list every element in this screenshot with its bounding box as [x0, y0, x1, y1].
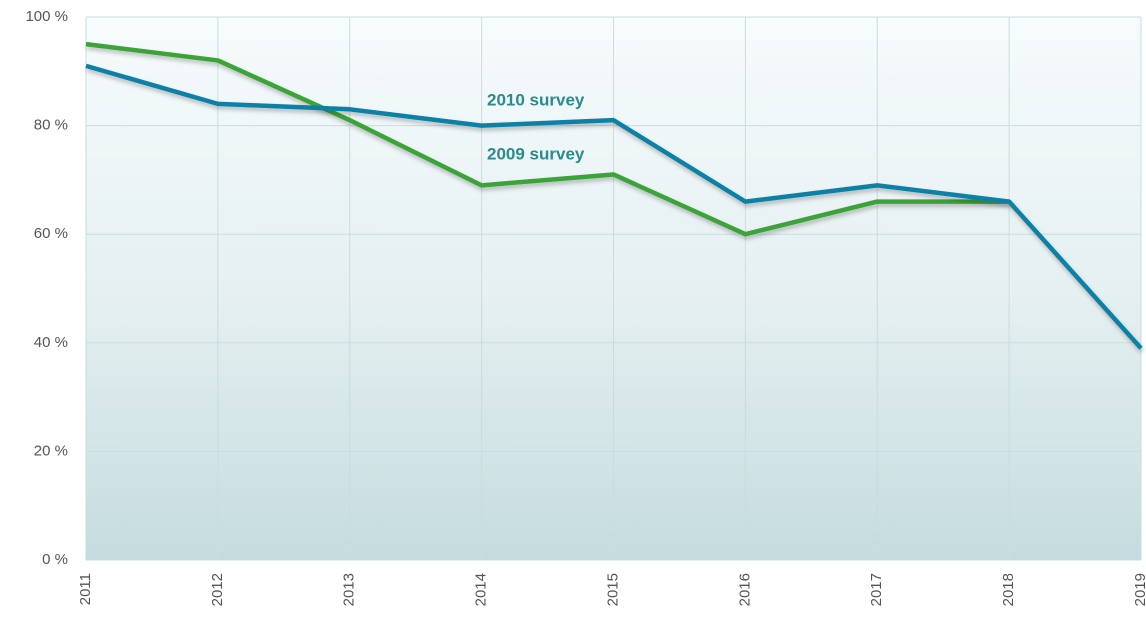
x-tick-label: 2016 [736, 573, 753, 606]
series-line [85, 63, 1143, 350]
series-label: 2010 survey [487, 90, 585, 109]
y-tick-label: 40 % [34, 334, 68, 351]
series-label: 2009 survey [487, 144, 585, 163]
y-tick-label: 60 % [34, 225, 68, 242]
y-tick-label: 100 % [25, 8, 68, 25]
x-tick-label: 2015 [604, 573, 621, 606]
x-tick-label: 2017 [868, 573, 885, 606]
y-tick-label: 20 % [34, 442, 68, 459]
x-tick-label: 2011 [77, 573, 94, 605]
y-tick-label: 80 % [34, 117, 68, 134]
x-tick-label: 2012 [209, 573, 226, 606]
y-tick-label: 0 % [42, 551, 68, 568]
x-tick-label: 2019 [1132, 573, 1146, 606]
x-tick-label: 2013 [341, 573, 358, 606]
series-line [85, 41, 1010, 237]
x-tick-label: 2014 [473, 573, 490, 606]
x-tick-label: 2018 [1000, 573, 1017, 606]
